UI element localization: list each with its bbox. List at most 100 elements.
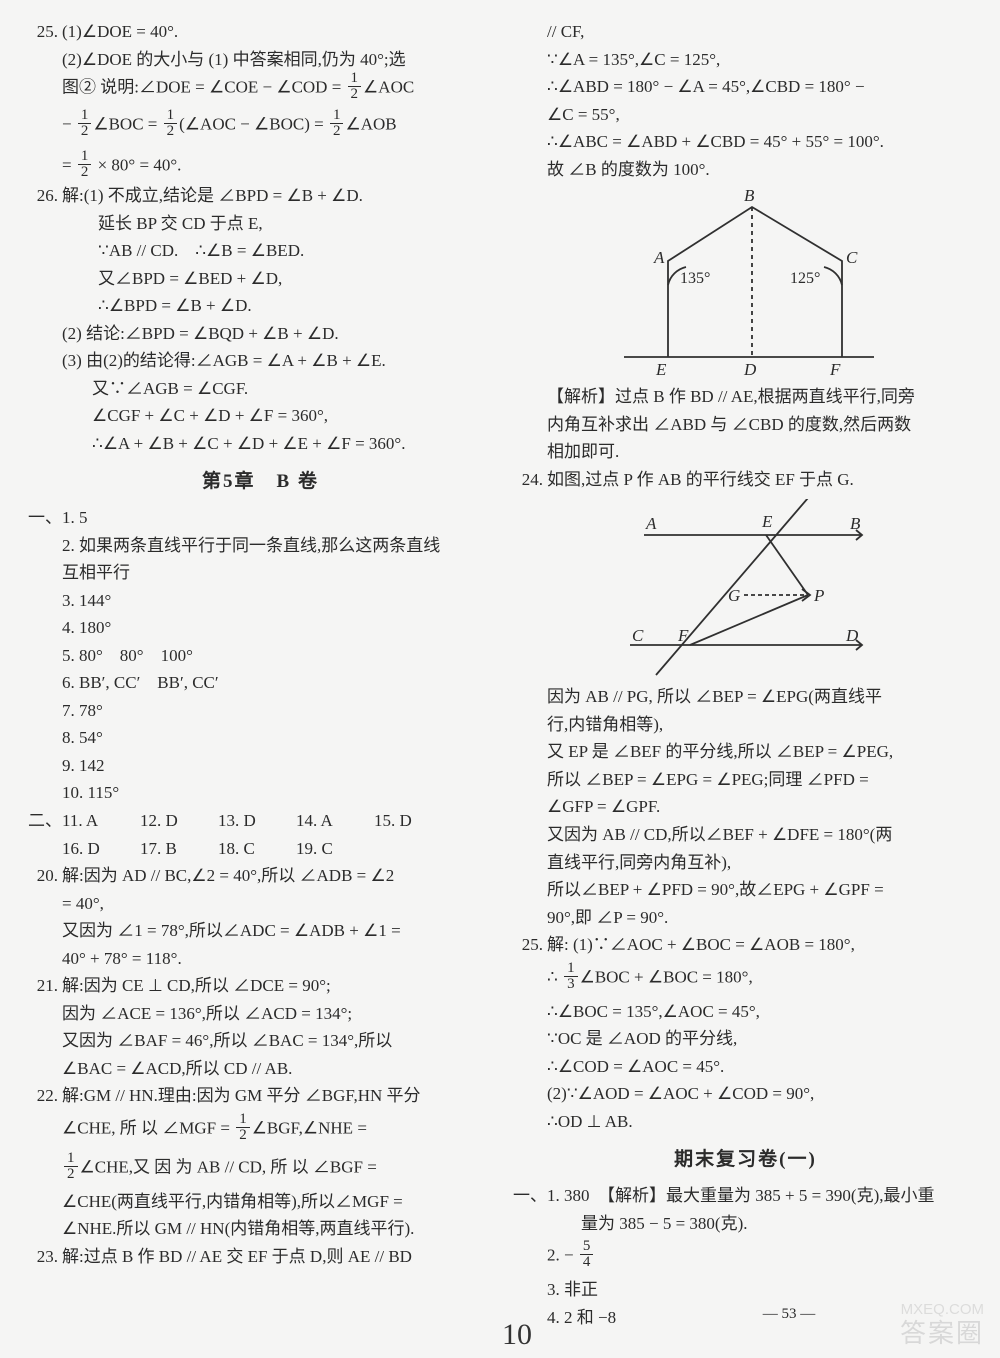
mc-19: 19. C (296, 835, 374, 863)
q22-item: 22. 解:GM // HN.理由:因为 GM 平分 ∠BGF,HN 平分 ∠C… (28, 1082, 493, 1243)
q21-item: 21. 解:因为 CE ⊥ CD,所以 ∠DCE = 90°; 因为 ∠ACE … (28, 972, 493, 1082)
q22-l2: ∠CHE, 所 以 ∠MGF = 12∠BGF,∠NHE = (62, 1110, 493, 1149)
fp1-head-text: 一、1. 380 (513, 1186, 607, 1205)
frac-half-3: 12 (164, 108, 178, 139)
r23-l4: ∠C = 55°, (513, 101, 978, 129)
q23-body: 解:过点 B 作 BD // AE 交 EF 于点 D,则 AE // BD (62, 1243, 493, 1271)
q20-num: 20. (28, 862, 62, 890)
q26-body: 解:(1) 不成立,结论是 ∠BPD = ∠B + ∠D. 延长 BP 交 CD… (62, 182, 493, 457)
fp1-head2: 【解析】最大重量为 385 + 5 = 390(克),最小重 (607, 1186, 935, 1205)
q25-l5-post: × 80° = 40°. (93, 155, 181, 174)
watermark-text: 答案圈 (900, 1313, 984, 1350)
lbl-D2: D (845, 626, 859, 645)
q24-l10: 90°,即 ∠P = 90°. (513, 904, 978, 932)
frac-half-4: 12 (330, 108, 344, 139)
q26-item: 26. 解:(1) 不成立,结论是 ∠BPD = ∠B + ∠D. 延长 BP … (28, 182, 493, 457)
q25r-l6: (2)∵∠AOD = ∠AOC + ∠COD = 90°, (547, 1080, 978, 1108)
q26-l6: (2) 结论:∠BPD = ∠BQD + ∠B + ∠D. (62, 320, 493, 348)
p1-head: 一、1. 5 (28, 504, 493, 532)
q24-l5: 所以 ∠BEP = ∠EPG = ∠PEG;同理 ∠PFD = (513, 766, 978, 794)
q25-body: (1)∠DOE = 40°. (2)∠DOE 的大小与 (1) 中答案相同,仍为… (62, 18, 493, 182)
figure-24-diagram: A E B C F D G P (616, 499, 876, 679)
p1-i10: 10. 115° (28, 779, 493, 807)
p1-i2b: 互相平行 (28, 559, 493, 587)
mc-14: 14. A (296, 807, 374, 835)
q24-item: 24. 如图,过点 P 作 AB 的平行线交 EF 于点 G. (513, 466, 978, 494)
lbl-E: E (655, 360, 667, 379)
r23-l5: ∴∠ABC = ∠ABD + ∠CBD = 45° + 55° = 100°. (513, 128, 978, 156)
watermark-url: MXEQ.COM (901, 1301, 984, 1318)
p1-i6: 6. BB′, CC′ BB′, CC′ (28, 669, 493, 697)
fp1-i2-pre: 2. − (547, 1246, 578, 1265)
q25-l4a-post: ∠BOC = (93, 114, 161, 133)
lbl-F2: F (677, 626, 689, 645)
p1-i7: 7. 78° (28, 697, 493, 725)
p1-i3: 3. 144° (28, 587, 493, 615)
q20-l3: 又因为 ∠1 = 78°,所以∠ADC = ∠ADB + ∠1 = (62, 917, 493, 945)
q25-l4a-pre: − (62, 114, 76, 133)
q21-l1: 解:因为 CE ⊥ CD,所以 ∠DCE = 90°; (62, 972, 493, 1000)
q26-l9: ∠CGF + ∠C + ∠D + ∠F = 360°, (62, 402, 493, 430)
q25-num: 25. (28, 18, 62, 46)
q25-l4b-post: (∠AOC − ∠BOC) = (179, 114, 328, 133)
q20-body: 解:因为 AD // BC,∠2 = 40°,所以 ∠ADB = ∠2 = 40… (62, 862, 493, 972)
q22-l4: ∠CHE(两直线平行,内错角相等),所以∠MGF = (62, 1188, 493, 1216)
q22-l5: ∠NHE.所以 GM // HN(内错角相等,两直线平行). (62, 1215, 493, 1243)
q21-body: 解:因为 CE ⊥ CD,所以 ∠DCE = 90°; 因为 ∠ACE = 13… (62, 972, 493, 1082)
mc-row-1: 二、 11. A 12. D 13. D 14. A 15. D (28, 807, 493, 835)
q23-item: 23. 解:过点 B 作 BD // AE 交 EF 于点 D,则 AE // … (28, 1243, 493, 1271)
lbl-A: A (653, 248, 665, 267)
left-column: 25. (1)∠DOE = 40°. (2)∠DOE 的大小与 (1) 中答案相… (28, 18, 493, 1340)
part1-block: 一、1. 5 2. 如果两条直线平行于同一条直线,那么这两条直线 互相平行 3.… (28, 504, 493, 807)
q25-l4: − 12∠BOC = 12(∠AOC − ∠BOC) = 12∠AOB (62, 104, 493, 147)
mc-18: 18. C (218, 835, 296, 863)
section-5b-title: 第5章 B 卷 (28, 467, 493, 498)
q25-l2: (2)∠DOE 的大小与 (1) 中答案相同,仍为 40°;选 (62, 46, 493, 74)
r23-l2: ∵∠A = 135°,∠C = 125°, (513, 46, 978, 74)
q24-num: 24. (513, 466, 547, 494)
q24-l1: 如图,过点 P 作 AB 的平行线交 EF 于点 G. (547, 466, 978, 494)
q26-l4: 又∠BPD = ∠BED + ∠D, (62, 265, 493, 293)
q25r-l7: ∴OD ⊥ AB. (547, 1108, 978, 1136)
r23-l1: // CF, (513, 18, 978, 46)
p1-i9: 9. 142 (28, 752, 493, 780)
q25-l3: 图② 说明:∠DOE = ∠COE − ∠COD = 12∠AOC (62, 73, 493, 104)
p1-i5: 5. 80° 80° 100° (28, 642, 493, 670)
part2-block: 二、 11. A 12. D 13. D 14. A 15. D 16. D 1… (28, 807, 493, 862)
q23-num: 23. (28, 1243, 62, 1271)
q25r-l2-pre: ∴ (547, 967, 562, 986)
q25-l1: (1)∠DOE = 40°. (62, 18, 493, 46)
mc-11: 11. A (62, 807, 140, 835)
q25r-l2-post: ∠BOC + ∠BOC = 180°, (580, 967, 753, 986)
q21-l2: 因为 ∠ACE = 136°,所以 ∠ACD = 134°; (62, 1000, 493, 1028)
figure-23-diagram: A B C E D F 135° 125° (616, 189, 876, 379)
q25r-l2: ∴ 13∠BOC + ∠BOC = 180°, (547, 959, 978, 998)
q24-l3: 行,内错角相等), (513, 711, 978, 739)
mc-row-2: 16. D 17. B 18. C 19. C (28, 835, 493, 863)
q25r-l4: ∵OC 是 ∠AOD 的平分线, (547, 1025, 978, 1053)
q21-l3: 又因为 ∠BAF = 46°,所以 ∠BAC = 134°,所以 (62, 1027, 493, 1055)
q21-l4: ∠BAC = ∠ACD,所以 CD // AB. (62, 1055, 493, 1083)
fp1-i2: 2. − 54 (513, 1237, 978, 1276)
q25r-item: 25. 解: (1)∵∠AOC + ∠BOC = ∠AOB = 180°, ∴ … (513, 931, 978, 1135)
lbl-G: G (728, 586, 740, 605)
q25r-l3: ∴∠BOC = 135°,∠AOC = 45°, (547, 998, 978, 1026)
p1-i2: 2. 如果两条直线平行于同一条直线,那么这两条直线 (28, 532, 493, 560)
fp1-head3: 量为 385 − 5 = 380(克). (513, 1210, 978, 1238)
frac-half-5: 12 (78, 149, 92, 180)
frac-half-7: 12 (64, 1151, 78, 1182)
mc-13: 13. D (218, 807, 296, 835)
fp1-i3: 3. 非正 (513, 1276, 978, 1304)
q25-l5-pre: = (62, 155, 76, 174)
q23-l1: 解:过点 B 作 BD // AE 交 EF 于点 D,则 AE // BD (62, 1243, 493, 1271)
q25r-body: 解: (1)∵∠AOC + ∠BOC = ∠AOB = 180°, ∴ 13∠B… (547, 931, 978, 1135)
frac-5-4: 54 (580, 1239, 594, 1270)
q20-l4: 40° + 78° = 118°. (62, 945, 493, 973)
p2-head: 二、 (28, 807, 62, 835)
mc-17: 17. B (140, 835, 218, 863)
q24-l7: 又因为 AB // CD,所以∠BEF + ∠DFE = 180°(两 (513, 821, 978, 849)
q24-body: 如图,过点 P 作 AB 的平行线交 EF 于点 G. (547, 466, 978, 494)
handwritten-note: 10 (502, 1318, 532, 1352)
q25-l5: = 12 × 80° = 40°. (62, 147, 493, 182)
q24-l2: 因为 AB // PG, 所以 ∠BEP = ∠EPG(两直线平 (513, 683, 978, 711)
